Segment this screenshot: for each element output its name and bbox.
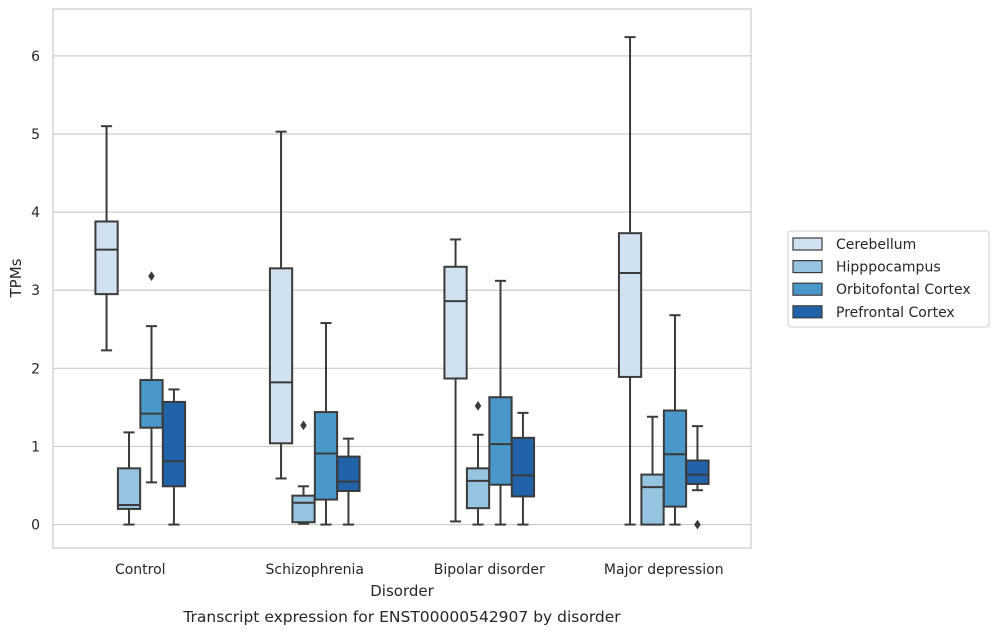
legend-label: Cerebellum xyxy=(836,237,916,253)
box-orbitofontal-cortex xyxy=(313,322,339,526)
y-tick-label: 6 xyxy=(31,49,40,65)
box-iqr xyxy=(313,411,339,501)
box-iqr xyxy=(685,459,710,485)
x-axis-title: Disorder xyxy=(370,582,434,600)
box-hipppocampus xyxy=(291,420,316,525)
box-iqr xyxy=(640,473,665,526)
box-cerebellum xyxy=(268,130,294,480)
legend-swatch xyxy=(792,305,823,319)
outlier-point xyxy=(694,519,701,530)
legend-label: Hipppocampus xyxy=(836,260,941,276)
box-cerebellum xyxy=(617,36,643,526)
x-tick-label: Bipolar disorder xyxy=(434,562,545,578)
box-cerebellum xyxy=(443,238,468,523)
box-iqr xyxy=(617,232,643,378)
box-hipppocampus xyxy=(465,401,491,526)
box-hipppocampus xyxy=(640,415,665,526)
y-axis-ticks: 0 1 2 3 4 5 6 xyxy=(31,49,40,534)
box-prefrontal-cortex xyxy=(336,437,361,526)
legend-frame xyxy=(787,230,990,328)
box-prefrontal-cortex xyxy=(685,425,710,530)
box-iqr xyxy=(465,467,491,510)
outlier-point xyxy=(148,271,155,281)
legend-label: Prefrontal Cortex xyxy=(836,305,955,321)
y-tick-label: 3 xyxy=(31,283,40,299)
y-tick-label: 2 xyxy=(31,361,40,377)
outlier-point xyxy=(474,401,482,411)
box-orbitofontal-cortex xyxy=(662,314,688,526)
box-iqr xyxy=(662,409,688,508)
box-iqr xyxy=(336,455,361,492)
legend-swatch xyxy=(792,260,823,274)
box-iqr xyxy=(443,265,468,380)
box-iqr xyxy=(291,494,316,524)
box-cerebellum xyxy=(94,125,119,352)
y-axis-title: TPMs xyxy=(7,258,25,298)
x-tick-label: Control xyxy=(115,562,166,578)
plot-frame xyxy=(52,8,752,549)
box-iqr xyxy=(116,467,142,510)
boxes-layer xyxy=(94,36,710,530)
box-iqr xyxy=(161,400,187,488)
legend-label: Orbitofontal Cortex xyxy=(836,282,971,298)
box-iqr xyxy=(510,436,536,498)
box-hipppocampus xyxy=(116,431,142,526)
box-prefrontal-cortex xyxy=(161,388,187,526)
box-iqr xyxy=(139,379,164,429)
legend: Cerebellum Hipppocampus Orbitofontal Corte… xyxy=(787,230,990,328)
box-prefrontal-cortex xyxy=(510,411,536,526)
box-iqr xyxy=(488,396,513,486)
x-tick-label: Major depression xyxy=(604,562,724,578)
y-tick-label: 0 xyxy=(31,518,40,534)
x-tick-label: Schizophrenia xyxy=(266,562,364,578)
plot-background xyxy=(53,9,751,548)
legend-swatch xyxy=(792,237,823,251)
legend-swatch xyxy=(792,282,823,296)
outlier-point xyxy=(300,420,307,431)
box-iqr xyxy=(94,220,119,296)
chart-caption: Transcript expression for ENST0000054290… xyxy=(182,608,621,626)
y-tick-label: 5 xyxy=(31,127,40,143)
box-iqr xyxy=(268,267,294,445)
x-axis-ticks: Control Schizophrenia Bipolar disorder Majo… xyxy=(115,562,724,578)
y-tick-label: 1 xyxy=(31,439,40,455)
y-tick-label: 4 xyxy=(31,205,40,221)
